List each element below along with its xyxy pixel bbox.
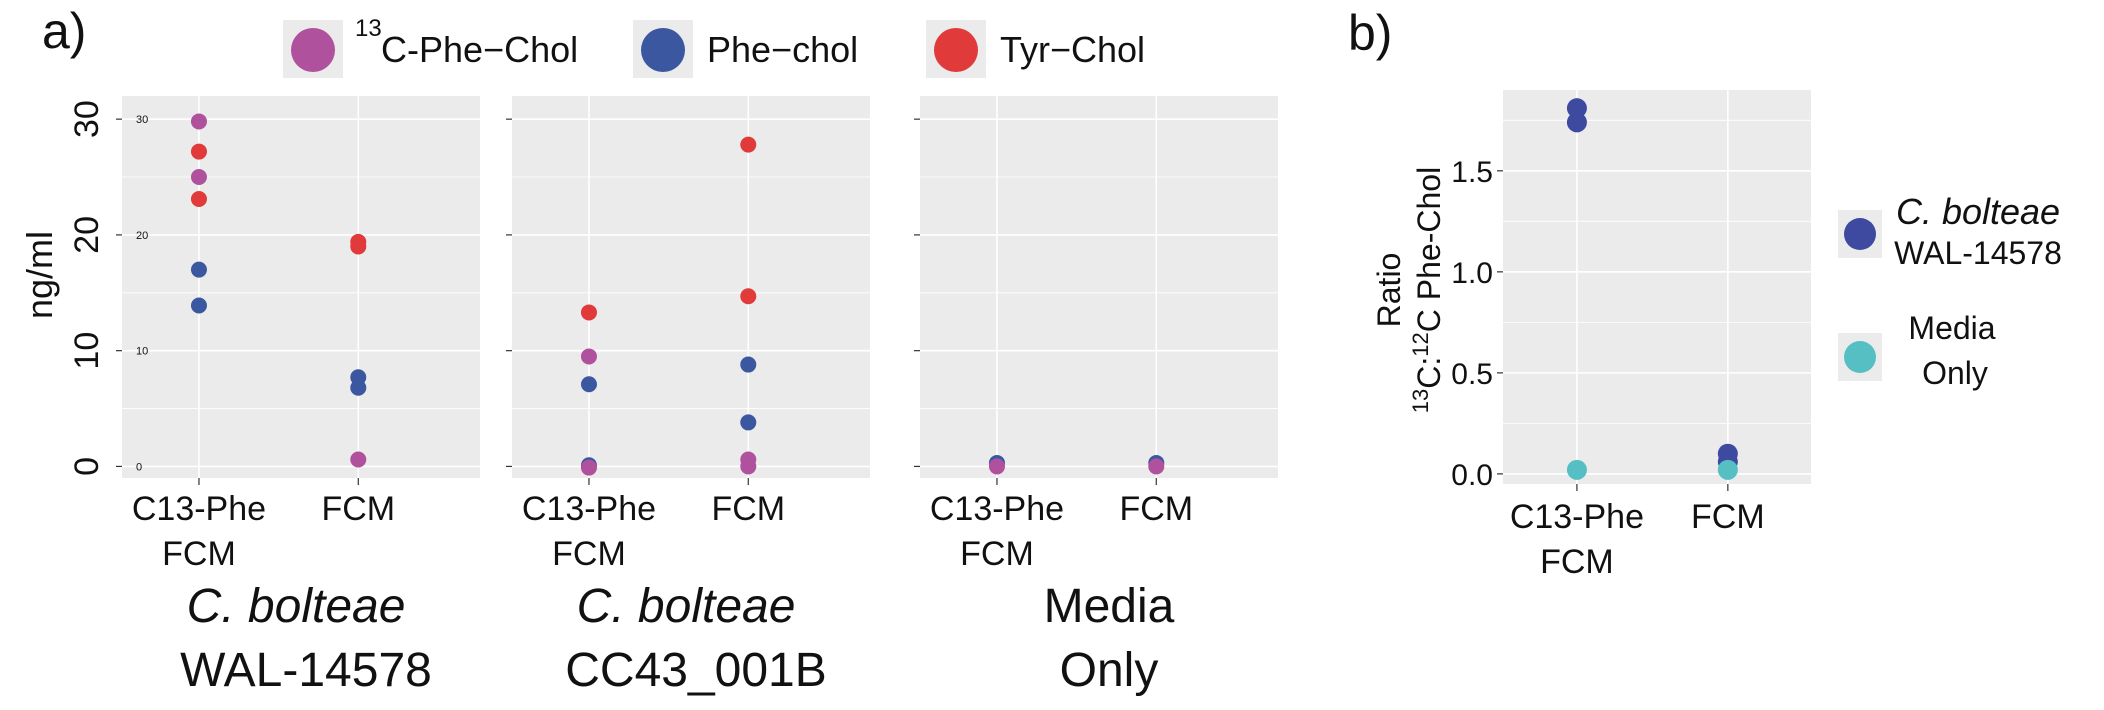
facet-background bbox=[122, 96, 480, 478]
legend-label-phe: Phe−chol bbox=[707, 29, 858, 70]
data-point-phe bbox=[350, 379, 367, 396]
data-point-c13 bbox=[988, 458, 1005, 475]
y-tick-label: 20 bbox=[68, 216, 106, 254]
y-tick-label-small: 20 bbox=[136, 230, 148, 242]
y-tick-label: 0 bbox=[68, 457, 106, 476]
y-axis-title-b-part: 13 bbox=[1408, 389, 1433, 413]
data-point-phe bbox=[190, 297, 207, 314]
y-tick-label-small: 30 bbox=[136, 114, 148, 126]
facet-label-strain: Only bbox=[1060, 644, 1159, 697]
legend-label-species: C. bolteae bbox=[1896, 191, 2060, 232]
legend-label-line1: Media bbox=[1908, 310, 1995, 346]
facet-1: C13-Phe FCM FCM C. bolteae CC43_001B bbox=[506, 96, 870, 697]
y-axis-title-a: ng/ml bbox=[19, 231, 60, 319]
y-axis-title-b-line1: Ratio bbox=[1371, 253, 1407, 328]
facet-label-species: C. bolteae bbox=[187, 580, 406, 633]
y-tick-label: 30 bbox=[68, 100, 106, 138]
panel-b-background bbox=[1503, 90, 1811, 484]
x-tick-label: FCM bbox=[711, 490, 785, 528]
data-point-c13 bbox=[190, 113, 207, 130]
data-point-tyr bbox=[190, 191, 207, 208]
y-tick-label: 1.0 bbox=[1451, 257, 1493, 290]
facet-2: C13-Phe FCM FCM Media Only bbox=[914, 96, 1278, 697]
data-point-c13 bbox=[580, 348, 597, 365]
x-tick-label: C13-Phe bbox=[1510, 498, 1644, 536]
facet-0: 0 0 10 10 20 20 30 30 C13-Phe FCM FCM C. bolteae WAL… bbox=[68, 96, 480, 697]
x-tick-label: C13-Phe bbox=[132, 490, 266, 528]
legend-marker-tyr bbox=[934, 28, 978, 72]
data-point-tyr bbox=[580, 304, 597, 321]
y-tick-label-small: 0 bbox=[136, 461, 142, 473]
legend-marker-phe bbox=[641, 28, 685, 72]
x-tick-label: FCM bbox=[1540, 543, 1614, 581]
data-point-media bbox=[1717, 459, 1738, 480]
data-point-c13 bbox=[740, 458, 757, 475]
legend-marker-c13 bbox=[291, 28, 335, 72]
data-point-phe bbox=[740, 414, 757, 431]
y-axis-title-b-part: C: bbox=[1411, 357, 1447, 389]
y-axis-title-b-line2: 13C:12C Phe-Chol bbox=[1408, 167, 1447, 413]
x-tick-label: C13-Phe bbox=[522, 490, 656, 528]
x-tick-label: FCM bbox=[960, 535, 1034, 573]
x-tick-label: FCM bbox=[1119, 490, 1193, 528]
legend-label-line2: Only bbox=[1922, 355, 1988, 391]
y-tick-label-small: 10 bbox=[136, 346, 148, 358]
facet-label-strain: WAL-14578 bbox=[180, 644, 432, 697]
data-point-c13 bbox=[190, 169, 207, 186]
facet-label-line1: Media bbox=[1044, 580, 1175, 633]
x-tick-label: FCM bbox=[552, 535, 626, 573]
legend-label-c13: C-Phe−Chol bbox=[381, 29, 578, 70]
facet-label-species: C. bolteae bbox=[577, 580, 796, 633]
data-point-media bbox=[1566, 459, 1587, 480]
data-point-tyr bbox=[740, 288, 757, 305]
x-tick-label: FCM bbox=[321, 490, 395, 528]
data-point-phe bbox=[580, 376, 597, 393]
legend-a: 13C-Phe−Chol Phe−chol Tyr−Chol bbox=[283, 15, 1145, 78]
panel-label-a: a) bbox=[42, 3, 86, 59]
y-tick-label: 1.5 bbox=[1451, 156, 1493, 189]
x-tick-label: FCM bbox=[162, 535, 236, 573]
data-point-c13 bbox=[580, 459, 597, 476]
data-point-c13 bbox=[1148, 458, 1165, 475]
data-point-phe bbox=[740, 356, 757, 373]
facet-label-strain: CC43_001B bbox=[565, 644, 827, 697]
legend-label-tyr: Tyr−Chol bbox=[1000, 29, 1145, 70]
y-tick-label: 0.5 bbox=[1451, 358, 1493, 391]
legend-label-line2: WAL-14578 bbox=[1894, 235, 2062, 271]
data-point-tyr bbox=[740, 136, 757, 153]
facet-background bbox=[920, 96, 1278, 478]
x-tick-label: FCM bbox=[1691, 498, 1765, 536]
y-tick-label: 10 bbox=[68, 332, 106, 370]
data-point-c13 bbox=[350, 451, 367, 468]
legend-sup-c13: 13 bbox=[355, 15, 382, 42]
y-tick-label: 0.0 bbox=[1451, 459, 1493, 492]
facets-a: 0 0 10 10 20 20 30 30 C13-Phe FCM FCM C. bolteae WAL… bbox=[68, 96, 1278, 697]
data-point-tyr bbox=[350, 238, 367, 255]
facet-background bbox=[512, 96, 870, 478]
y-axis-title-b-part: C Phe-Chol bbox=[1411, 167, 1447, 332]
x-tick-label: C13-Phe bbox=[930, 490, 1064, 528]
y-axis-title-b-part: 12 bbox=[1408, 332, 1433, 356]
data-point-wal bbox=[1566, 112, 1587, 133]
panel-label-b: b) bbox=[1348, 5, 1392, 61]
data-point-wal bbox=[1566, 98, 1587, 119]
data-point-phe bbox=[190, 261, 207, 278]
legend-marker-media bbox=[1844, 341, 1876, 373]
data-point-tyr bbox=[190, 143, 207, 160]
legend-marker-wal bbox=[1844, 218, 1876, 250]
